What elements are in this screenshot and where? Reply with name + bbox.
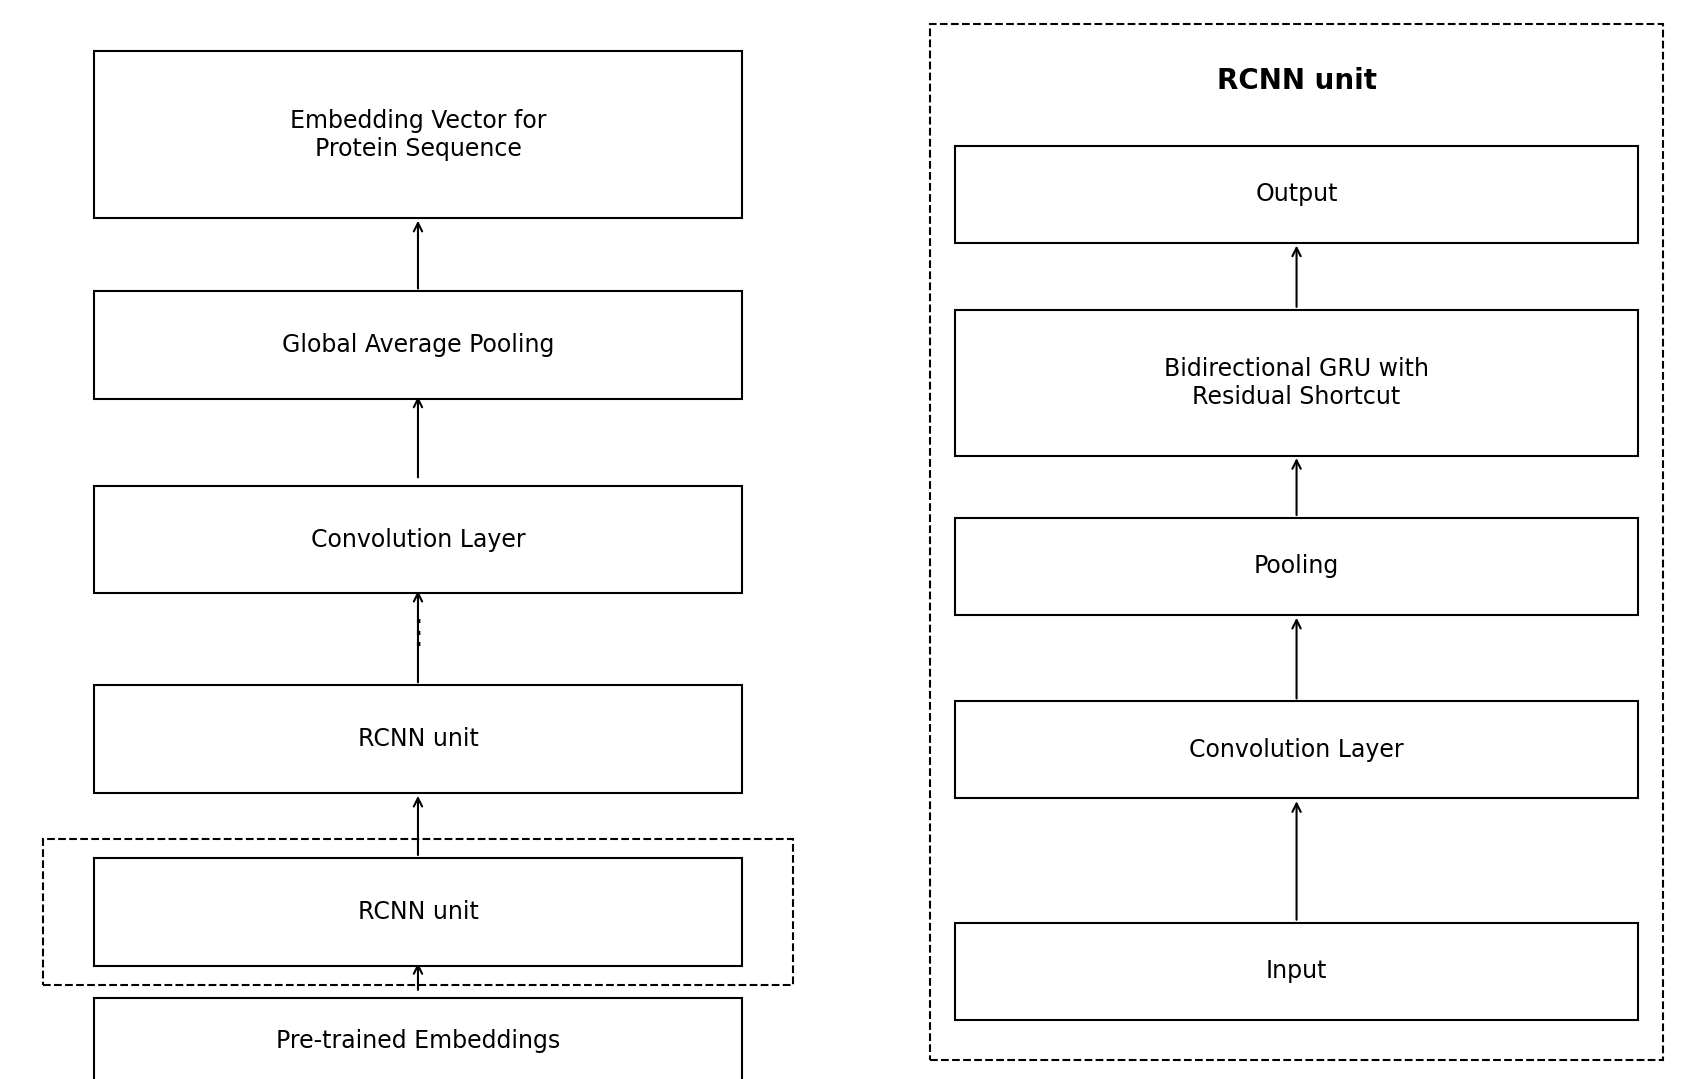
- Text: Embedding Vector for
Protein Sequence: Embedding Vector for Protein Sequence: [290, 109, 546, 161]
- FancyBboxPatch shape: [955, 311, 1637, 455]
- Text: RCNN unit: RCNN unit: [1216, 67, 1376, 95]
- Text: RCNN unit: RCNN unit: [358, 900, 477, 924]
- Text: Input: Input: [1265, 959, 1326, 983]
- Text: ⋮: ⋮: [401, 617, 435, 650]
- Text: Output: Output: [1255, 182, 1337, 206]
- FancyBboxPatch shape: [94, 998, 742, 1079]
- FancyBboxPatch shape: [955, 923, 1637, 1020]
- Text: Convolution Layer: Convolution Layer: [310, 528, 525, 551]
- FancyBboxPatch shape: [955, 701, 1637, 798]
- Text: Pre-trained Embeddings: Pre-trained Embeddings: [276, 1029, 559, 1053]
- Text: Bidirectional GRU with
Residual Shortcut: Bidirectional GRU with Residual Shortcut: [1163, 357, 1429, 409]
- Text: Pooling: Pooling: [1253, 555, 1338, 578]
- Text: RCNN unit: RCNN unit: [358, 727, 477, 751]
- FancyBboxPatch shape: [955, 146, 1637, 243]
- FancyBboxPatch shape: [94, 685, 742, 793]
- Text: Convolution Layer: Convolution Layer: [1188, 738, 1403, 762]
- FancyBboxPatch shape: [94, 291, 742, 399]
- FancyBboxPatch shape: [955, 518, 1637, 615]
- FancyBboxPatch shape: [94, 51, 742, 218]
- FancyBboxPatch shape: [94, 486, 742, 593]
- Text: Global Average Pooling: Global Average Pooling: [281, 333, 554, 357]
- FancyBboxPatch shape: [94, 858, 742, 966]
